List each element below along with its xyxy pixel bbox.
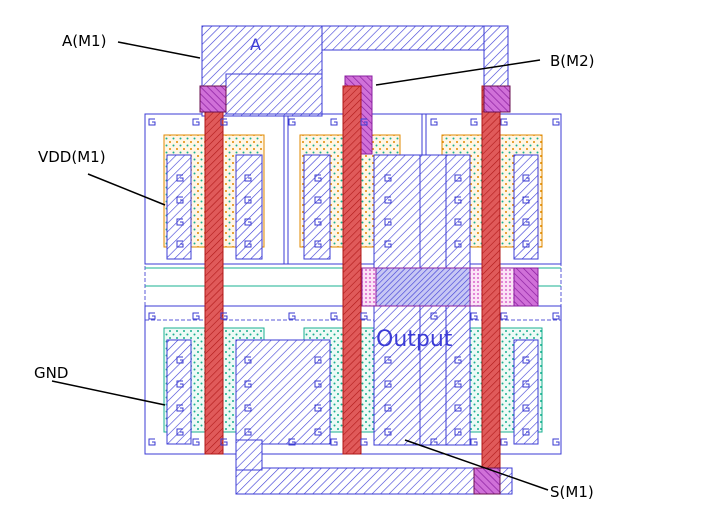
- contact-glyph: [220, 118, 228, 126]
- contact-glyph: [470, 312, 478, 320]
- contact-glyph: [176, 218, 184, 226]
- contact-glyph: [220, 438, 228, 446]
- contact-glyph: [192, 118, 200, 126]
- callout-a-m1: A(M1): [62, 32, 106, 50]
- input-a-layer-label: A: [250, 35, 261, 54]
- contact-glyph: [522, 380, 530, 388]
- contact-glyph: [220, 312, 228, 320]
- contact-glyph: [176, 174, 184, 182]
- contact-glyph: [522, 428, 530, 436]
- contact-glyph: [522, 218, 530, 226]
- contact-glyph: [176, 196, 184, 204]
- contact-glyph: [176, 404, 184, 412]
- contact-glyph: [314, 174, 322, 182]
- contact-glyph: [552, 118, 560, 126]
- contact-glyph: [314, 196, 322, 204]
- contact-glyph: [430, 312, 438, 320]
- contact-glyph: [522, 356, 530, 364]
- contact-glyph: [192, 438, 200, 446]
- contact-glyph: [384, 240, 392, 248]
- contact-glyph: [244, 196, 252, 204]
- contact-glyph: [454, 356, 462, 364]
- contact-glyph: [360, 438, 368, 446]
- b-m2-leader: [375, 59, 541, 86]
- contact-glyph: [500, 312, 508, 320]
- vdd-m1-leader: [87, 173, 166, 206]
- callout-b-m2: B(M2): [550, 52, 594, 70]
- contact-glyph: [176, 428, 184, 436]
- callout-lines: [51, 41, 549, 491]
- contact-glyph: [314, 356, 322, 364]
- contact-glyph: [288, 118, 296, 126]
- contact-glyph: [454, 196, 462, 204]
- contact-glyph: [288, 312, 296, 320]
- contact-glyph: [454, 240, 462, 248]
- contact-glyph: [500, 438, 508, 446]
- contact-glyph: [244, 240, 252, 248]
- contact-glyph: [244, 356, 252, 364]
- contact-glyph: [176, 356, 184, 364]
- contact-glyph: [176, 240, 184, 248]
- output-layer-label: Output: [376, 327, 453, 352]
- contact-glyph: [330, 118, 338, 126]
- callout-s-m1: S(M1): [550, 483, 594, 501]
- contact-glyph: [330, 438, 338, 446]
- contact-glyph: [244, 380, 252, 388]
- contact-glyph: [176, 380, 184, 388]
- gnd-metal-block: [235, 339, 331, 445]
- contact-glyph: [148, 118, 156, 126]
- contact-glyph: [244, 428, 252, 436]
- contact-glyph: [430, 118, 438, 126]
- contact-glyph: [384, 218, 392, 226]
- contact-glyph: [314, 380, 322, 388]
- contact-glyph: [314, 218, 322, 226]
- contact-glyph: [552, 312, 560, 320]
- contact-glyph: [454, 428, 462, 436]
- contact-glyph: [552, 438, 560, 446]
- contact-glyph: [500, 118, 508, 126]
- contact-glyph: [384, 174, 392, 182]
- a-m1-leader: [117, 41, 201, 59]
- contact-glyph: [522, 196, 530, 204]
- contact-glyph: [522, 174, 530, 182]
- contact-glyph: [522, 404, 530, 412]
- contact-glyph: [454, 404, 462, 412]
- contact-glyph: [470, 118, 478, 126]
- contact-glyph: [314, 428, 322, 436]
- contact-glyph: [430, 438, 438, 446]
- contact-glyph: [288, 438, 296, 446]
- contact-glyph: [244, 174, 252, 182]
- contact-glyph: [384, 428, 392, 436]
- contact-glyph: [454, 380, 462, 388]
- s-m1-leader: [404, 439, 549, 491]
- poly-gates: [204, 85, 501, 495]
- contact-glyph: [360, 312, 368, 320]
- contact-glyph: [244, 218, 252, 226]
- contact-glyph: [384, 404, 392, 412]
- contact-glyph: [330, 312, 338, 320]
- contact-glyph: [244, 404, 252, 412]
- contact-glyph: [384, 380, 392, 388]
- callout-vdd-m1: VDD(M1): [38, 148, 106, 166]
- gnd-leader: [51, 380, 166, 406]
- contact-glyph: [314, 404, 322, 412]
- contact-glyph: [192, 312, 200, 320]
- contact-glyph: [384, 356, 392, 364]
- contact-glyphs: [148, 118, 560, 446]
- source-metal: [235, 439, 513, 495]
- contact-glyph: [454, 218, 462, 226]
- callout-gnd: GND: [34, 364, 68, 382]
- contact-glyph: [454, 174, 462, 182]
- contact-glyph: [360, 118, 368, 126]
- contact-glyph: [522, 240, 530, 248]
- contact-glyph: [314, 240, 322, 248]
- contact-glyph: [470, 438, 478, 446]
- contact-glyph: [148, 438, 156, 446]
- contact-glyph: [384, 196, 392, 204]
- contact-glyph: [148, 312, 156, 320]
